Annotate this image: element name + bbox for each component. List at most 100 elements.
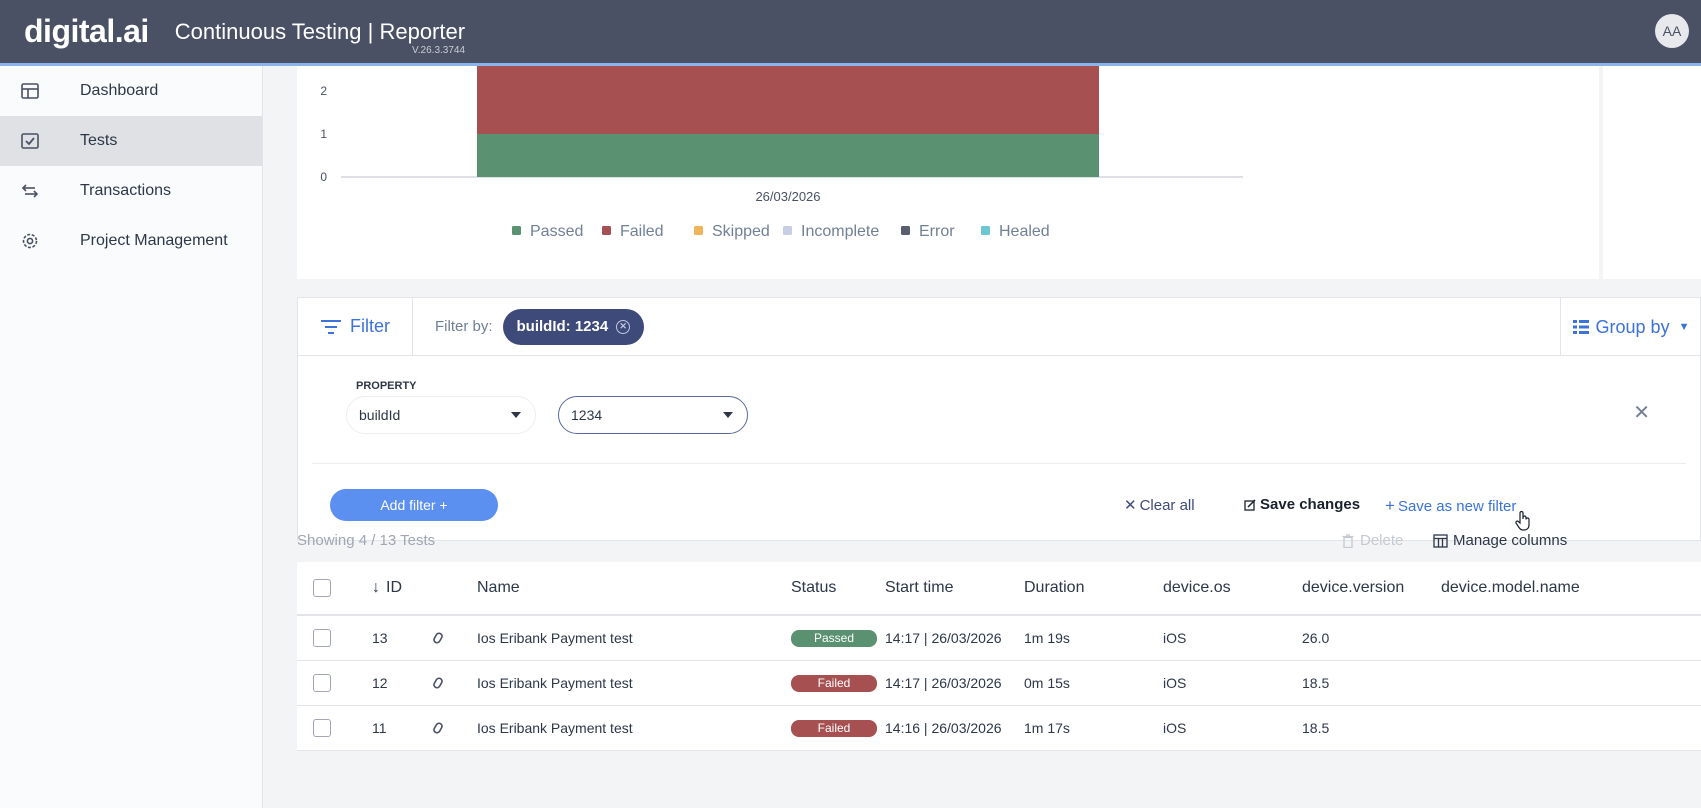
sort-arrow-down-icon: ↓ (372, 579, 380, 596)
row-name[interactable]: Ios Eribank Payment test (477, 630, 633, 646)
bar-segment-failed (477, 66, 1099, 134)
row-checkbox[interactable] (313, 629, 331, 647)
transactions-arrows-icon (20, 181, 40, 201)
legend-swatch (512, 226, 521, 235)
manage-columns-label: Manage columns (1453, 532, 1568, 549)
plus-icon: + (1385, 496, 1395, 515)
column-header-duration[interactable]: Duration (1024, 579, 1085, 596)
row-device-version: 26.0 (1302, 630, 1330, 646)
column-header-device-os[interactable]: device.os (1163, 579, 1231, 596)
remove-condition-icon[interactable]: ✕ (1633, 402, 1650, 424)
attachment-icon[interactable] (433, 616, 443, 660)
close-icon: ✕ (1124, 497, 1137, 514)
row-start-time: 14:17 | 26/03/2026 (885, 675, 1002, 691)
top-bar: digital.ai Continuous Testing | Reporter… (0, 0, 1701, 66)
sidebar-item-tests[interactable]: Tests (0, 116, 262, 166)
columns-icon (1433, 533, 1448, 548)
app-version: V.26.3.3744 (412, 44, 466, 56)
column-header-status[interactable]: Status (791, 579, 837, 596)
filter-header: Filter Filter by: buildId: 1234 ✕ Group … (298, 297, 1700, 356)
stacked-bar-chart: 0 1 2 26/03/2026 Passed Failed Skipped Incomple… (320, 66, 1243, 240)
legend-swatch (901, 226, 910, 235)
sidebar-item-project-management[interactable]: Project Management (0, 216, 262, 266)
chip-remove-icon[interactable]: ✕ (616, 319, 631, 334)
column-header-label: ID (386, 579, 402, 596)
table-row[interactable]: 11 Ios Eribank Payment test Failed 14:16… (297, 706, 1701, 751)
row-name[interactable]: Ios Eribank Payment test (477, 720, 633, 736)
table-row[interactable]: 13 Ios Eribank Payment test Passed 14:17… (297, 616, 1701, 661)
filter-chip-label: buildId: 1234 (516, 318, 609, 335)
filter-button[interactable]: Filter (298, 297, 413, 356)
row-device-version: 18.5 (1302, 675, 1330, 691)
filter-panel: Filter Filter by: buildId: 1234 ✕ Group … (297, 297, 1701, 541)
column-header-device-version[interactable]: device.version (1302, 579, 1405, 596)
app-title-text: Continuous Testing | Reporter (174, 18, 466, 44)
row-checkbox[interactable] (313, 719, 331, 737)
group-by-icon (1572, 320, 1589, 334)
row-duration: 1m 19s (1024, 630, 1070, 646)
group-by-button[interactable]: Group by ▼ (1560, 298, 1700, 356)
legend-swatch (783, 226, 792, 235)
attachment-icon[interactable] (433, 706, 443, 750)
legend-label: Failed (620, 223, 664, 240)
save-as-new-filter-button[interactable]: + Save as new filter (1385, 496, 1516, 516)
results-count: Showing 4 / 13 Tests (297, 532, 436, 549)
row-checkbox[interactable] (313, 674, 331, 692)
legend-label: Healed (999, 223, 1050, 240)
sidebar: Dashboard Tests Transactions Project Man… (0, 66, 263, 808)
y-tick-label: 0 (320, 170, 327, 184)
clear-all-button[interactable]: ✕ Clear all (1124, 496, 1195, 515)
save-as-new-filter-label: Save as new filter (1397, 497, 1517, 515)
y-tick-label: 2 (320, 84, 327, 98)
hand-cursor-icon (1515, 510, 1530, 531)
y-tick-label: 1 (320, 127, 327, 141)
row-id: 11 (372, 720, 387, 736)
dashboard-icon (20, 81, 40, 101)
tests-table: ↓ ID Name Status Start time Duration dev… (297, 562, 1701, 751)
row-id: 13 (372, 630, 388, 646)
filter-button-label: Filter (350, 316, 390, 336)
delete-button[interactable]: Delete (1342, 532, 1403, 549)
x-tick-label: 26/03/2026 (755, 189, 820, 204)
divider (312, 463, 1686, 464)
main-content: 0 1 2 26/03/2026 Passed Failed Skipped Incomple… (263, 66, 1701, 808)
trash-icon (1342, 533, 1354, 548)
legend-label: Error (919, 223, 955, 240)
app-title: Continuous Testing | Reporter V.26.3.374… (174, 18, 466, 56)
caret-down-icon (723, 412, 733, 418)
logo[interactable]: digital.ai (24, 13, 149, 49)
column-header-start-time[interactable]: Start time (885, 579, 954, 596)
column-header-device-model[interactable]: device.model.name (1441, 579, 1580, 596)
chevron-down-icon: ▼ (1678, 321, 1690, 333)
column-header-id[interactable]: ↓ ID (372, 562, 402, 614)
legend-label: Incomplete (801, 223, 879, 240)
row-name[interactable]: Ios Eribank Payment test (477, 675, 633, 691)
avatar[interactable]: AA (1655, 14, 1689, 48)
column-header-name[interactable]: Name (477, 579, 520, 596)
legend-label: Skipped (712, 223, 770, 240)
sidebar-item-transactions[interactable]: Transactions (0, 166, 262, 216)
sidebar-item-label: Transactions (80, 182, 171, 199)
edit-icon (1244, 498, 1256, 511)
sidebar-item-dashboard[interactable]: Dashboard (0, 66, 262, 116)
table-row[interactable]: 12 Ios Eribank Payment test Failed 14:17… (297, 661, 1701, 706)
caret-down-icon (511, 412, 521, 418)
manage-columns-button[interactable]: Manage columns (1433, 532, 1567, 549)
status-badge: Failed (791, 674, 877, 692)
attachment-icon[interactable] (433, 661, 443, 705)
row-start-time: 14:16 | 26/03/2026 (885, 720, 1002, 736)
property-select[interactable]: buildId (346, 396, 536, 434)
row-id: 12 (372, 675, 388, 691)
donut-chart-card: 4Tests (1603, 66, 1701, 279)
value-select[interactable]: 1234 (558, 396, 748, 434)
filter-chip[interactable]: buildId: 1234 ✕ (502, 308, 645, 345)
clear-all-label: Clear all (1139, 496, 1195, 514)
value-select-value: 1234 (571, 407, 603, 423)
save-changes-button[interactable]: Save changes (1244, 496, 1360, 513)
row-device-os: iOS (1163, 675, 1187, 691)
row-duration: 0m 15s (1024, 675, 1070, 691)
select-all-checkbox[interactable] (313, 579, 331, 597)
legend-swatch (981, 226, 990, 235)
donut-chart: 4Tests (1603, 66, 1701, 279)
add-filter-button[interactable]: Add filter + (330, 489, 498, 521)
